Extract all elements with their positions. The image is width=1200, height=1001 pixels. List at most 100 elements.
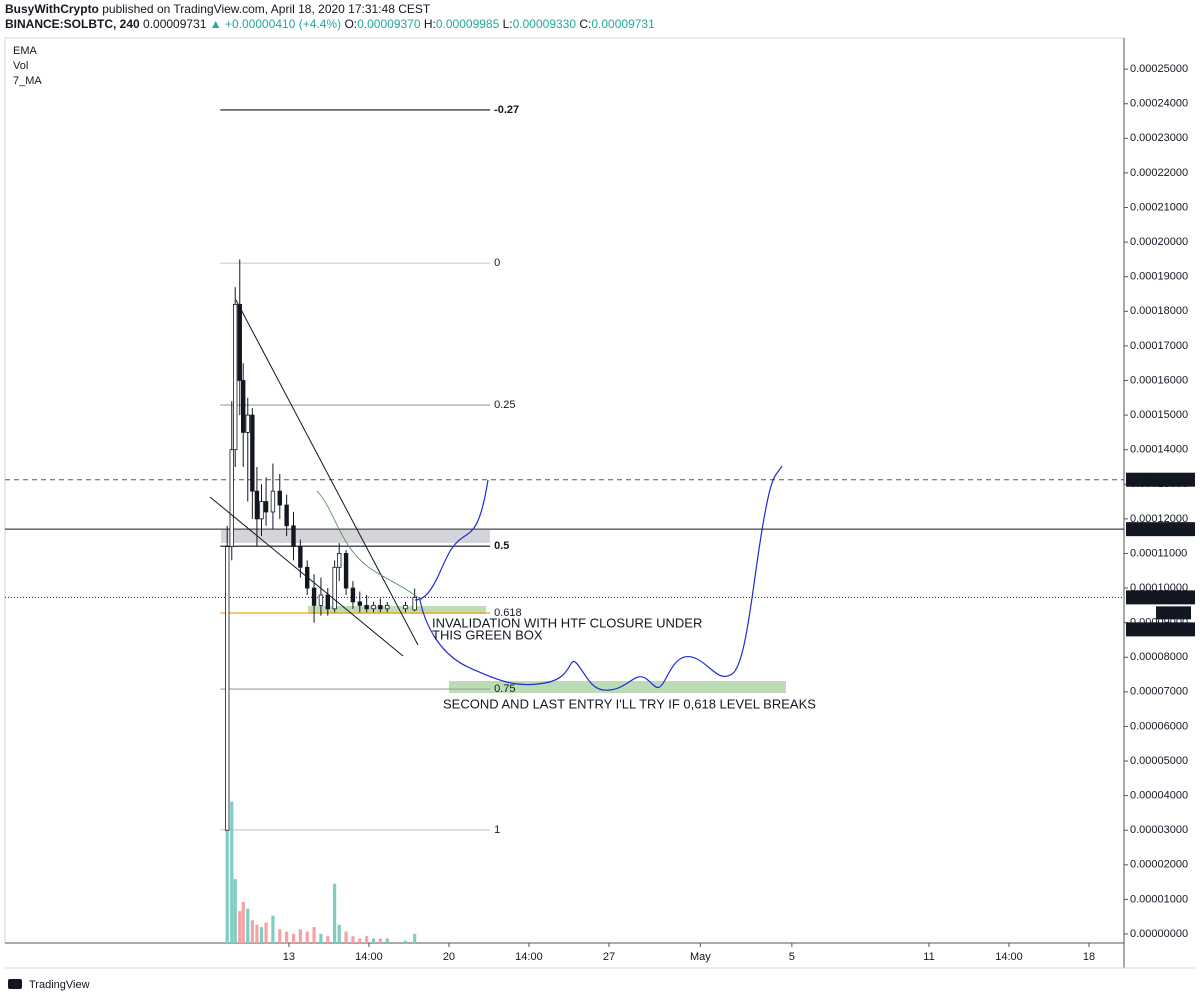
y-tick-label: 0.00012000: [1130, 513, 1188, 525]
y-tick-label: 0.00014000: [1130, 444, 1188, 456]
volume-bar: [413, 933, 417, 943]
candle-body: [318, 594, 324, 606]
ema-line: [316, 490, 423, 601]
volume-bar: [312, 927, 316, 943]
c-val: 0.00009731: [591, 17, 655, 31]
series: [224, 259, 417, 943]
volume-bar: [233, 879, 237, 943]
candle-body: [332, 566, 337, 610]
x-tick-label: 14:00: [995, 951, 1023, 963]
y-tick-label: 0.00015000: [1130, 409, 1188, 421]
volume-bar: [333, 883, 337, 943]
h-val: 0.00009985: [436, 17, 500, 31]
indicator: EMA: [13, 45, 38, 57]
header-line-2: BINANCE:SOLBTC, 240 0.00009731 ▲ +0.0000…: [5, 17, 655, 31]
y-tick-label: 0.00020000: [1130, 236, 1188, 248]
candle-body: [259, 501, 264, 520]
candle-body: [245, 414, 250, 433]
candle-body: [291, 525, 296, 547]
fib-label: 0.5: [494, 540, 509, 552]
o-val: 0.00009370: [357, 17, 421, 31]
y-tick-label: 0.00017000: [1130, 340, 1188, 352]
candle-body: [298, 546, 303, 568]
y-tick-label: 0.00000000: [1130, 928, 1188, 940]
o-key: O:: [344, 17, 357, 31]
countdown: 28:18: [1160, 607, 1188, 619]
candle-body: [325, 594, 330, 610]
candle-body: [385, 604, 390, 610]
volume-bar: [278, 929, 282, 943]
y-tick-label: 0.00004000: [1130, 790, 1188, 802]
volume-bar: [259, 927, 264, 943]
candle-body: [250, 414, 255, 492]
drawings: INVALIDATION WITH HTF CLOSURE UNDER THIS…: [209, 299, 816, 711]
volume-bar: [298, 929, 302, 943]
price-label: 0.00009731: [1131, 591, 1189, 603]
projection: [419, 465, 783, 691]
candle-body: [350, 587, 356, 603]
y-tick-label: 0.00016000: [1130, 374, 1188, 386]
price-label-box: [1126, 590, 1195, 605]
candle-body: [364, 604, 369, 610]
annotation: THIS GREEN BOX: [432, 627, 543, 642]
volume-bar: [378, 938, 382, 943]
fib-label: 0.75: [494, 683, 515, 695]
annotation: SECOND AND LAST ENTRY I'LL TRY IF 0,618 …: [443, 696, 816, 711]
y-tick-label: 0.00025000: [1130, 63, 1188, 75]
volume-bar: [271, 915, 275, 943]
logo-icon: [8, 979, 22, 989]
y-tick-label: 0.00023000: [1130, 132, 1188, 144]
logo: TradingView: [8, 979, 90, 991]
volume-bar: [319, 933, 323, 943]
candle-body: [412, 596, 417, 611]
author: BusyWithCrypto: [5, 2, 99, 16]
volume-bar: [403, 940, 408, 943]
fib-label: -0.27: [494, 104, 519, 116]
last: 0.00009731: [143, 17, 207, 31]
y-tick-label: 0.00024000: [1130, 98, 1188, 110]
candle-body: [277, 490, 282, 506]
y-tick-label: 0.00011000: [1130, 547, 1187, 559]
volume-bar: [337, 924, 341, 943]
x-tick-label: May: [690, 951, 711, 963]
price-label-box: [1126, 472, 1195, 487]
l-key: L:: [503, 17, 513, 31]
y-tick-label: 0.00001000: [1130, 893, 1188, 905]
y-tick-label: 0.00018000: [1130, 305, 1188, 317]
candle-body: [371, 604, 376, 610]
y-tick-label: 0.00005000: [1130, 755, 1188, 767]
volume-bar: [285, 931, 289, 943]
trendline: [209, 496, 404, 657]
trendline: [235, 299, 419, 646]
volume-bar: [351, 936, 355, 943]
published: published on TradingView.com, April 18, …: [102, 2, 431, 16]
footer: TradingView: [29, 979, 90, 991]
price-labels: 0.00013132 0.00011703 0.00009731 28:18 0.000…: [1126, 472, 1195, 637]
indicator: 7_MA: [13, 75, 42, 87]
x-tick-label: 14:00: [515, 951, 543, 963]
candle-body: [378, 604, 383, 610]
change: ▲ +0.00000410 (+4.4%): [210, 17, 341, 31]
green-box: [308, 606, 486, 614]
candle-body: [337, 553, 342, 568]
volume-bar: [371, 938, 376, 943]
fib-label: 0.25: [494, 399, 515, 411]
x-tick-label: 13: [283, 951, 295, 963]
candle-body: [357, 601, 362, 606]
candle-body: [233, 303, 238, 451]
candle-body: [284, 504, 289, 527]
price-label: 0.00013132: [1131, 474, 1189, 486]
candle-body: [343, 553, 349, 589]
annotation: INVALIDATION WITH HTF CLOSURE UNDER: [432, 615, 702, 630]
y-tick-label: 0.00021000: [1130, 201, 1188, 213]
volume-bar: [385, 938, 389, 943]
candle-body: [311, 587, 317, 606]
fib-label: 0.618: [494, 607, 522, 619]
volume-bar: [264, 922, 268, 943]
price-label-box: [1126, 522, 1195, 537]
indicator: Vol: [13, 60, 28, 72]
volume-bar: [305, 931, 309, 943]
volume-bar: [241, 901, 245, 943]
